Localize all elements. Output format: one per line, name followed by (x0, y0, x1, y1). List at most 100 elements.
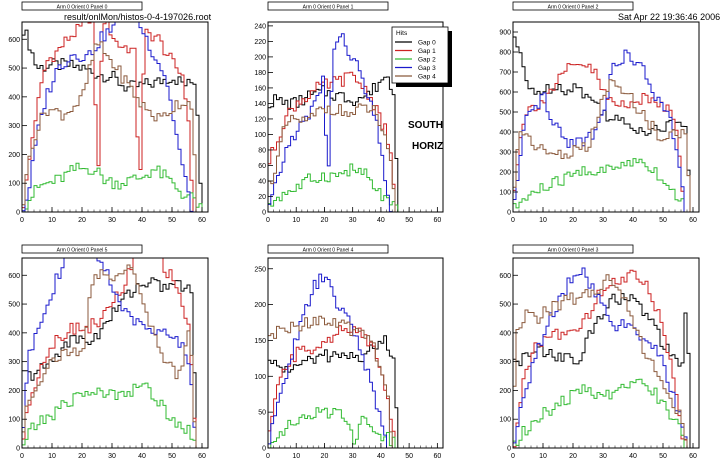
series-gap2 (267, 163, 399, 212)
series-gap2 (22, 162, 208, 213)
y-tick-label: 400 (499, 330, 511, 337)
y-tick-label: 150 (254, 338, 266, 345)
y-tick-label: 600 (8, 37, 20, 44)
x-tick-label: 40 (138, 453, 146, 460)
x-tick-label: 10 (539, 453, 547, 460)
y-tick-label: 100 (8, 181, 20, 188)
x-tick-label: 10 (48, 453, 56, 460)
series-gap4 (512, 274, 699, 449)
legend-title: Hits (396, 30, 408, 37)
panel-1: Arm 0 Orient 0 Panel 1 0 10 20 30 40 50 60 0 20 40… (254, 1, 444, 224)
x-tick-label: 30 (349, 217, 357, 224)
y-tick-label: 900 (499, 30, 511, 37)
panel-5: Arm 0 Orient 0 Panel 30 10 20 30 40 50 6001002… (499, 244, 700, 460)
x-tick-label: 10 (292, 453, 300, 460)
x-tick-label: 50 (405, 453, 413, 460)
y-tick-label: 0 (262, 210, 266, 217)
x-tick-label: 30 (349, 453, 357, 460)
y-tick-label: 500 (8, 66, 20, 73)
y-tick-label: 60 (258, 163, 266, 170)
panel-title: Arm 0 Orient 0 Panel 3 (548, 247, 599, 253)
panel-3: Arm 0 Orient 0 Panel 50 10 20 30 40 50 6001002… (8, 244, 209, 460)
y-tick-label: 700 (499, 70, 511, 77)
panel-title: Arm 0 Orient 0 Panel 4 (303, 247, 354, 253)
series-gap4 (512, 79, 699, 213)
plot-frame (21, 21, 209, 213)
x-tick-label: 60 (198, 453, 206, 460)
y-tick-label: 100 (254, 132, 266, 139)
panel-title: Arm 0 Orient 0 Panel 5 (57, 247, 108, 253)
timestamp-label: Sat Apr 22 19:36:46 2006 (618, 12, 721, 22)
panel-title: Arm 0 Orient 0 Panel 0 (57, 4, 108, 10)
x-tick-label: 0 (20, 217, 24, 224)
y-tick-label: 300 (499, 150, 511, 157)
y-tick-label: 300 (499, 359, 511, 366)
file-path-label: result/onlMon/histos-0-4-197026.root (64, 12, 212, 22)
x-tick-label: 10 (539, 217, 547, 224)
y-tick-label: 600 (499, 90, 511, 97)
x-tick-label: 0 (266, 453, 270, 460)
x-tick-label: 40 (629, 453, 637, 460)
legend-entry-gap1: Gap 1 (418, 48, 436, 55)
series-gap0 (512, 293, 699, 449)
series-gap4 (21, 264, 208, 449)
y-tick-label: 0 (507, 210, 511, 217)
y-tick-label: 180 (254, 70, 266, 77)
panel-title-box: Arm 0 Orient 0 Panel 4 (267, 244, 389, 254)
y-tick-label: 200 (8, 388, 20, 395)
y-tick-label: 200 (254, 54, 266, 61)
x-tick-label: 0 (20, 453, 24, 460)
y-tick-label: 0 (507, 446, 511, 453)
overlay-south-label: SOUTH (408, 120, 443, 131)
y-tick-label: 400 (8, 94, 20, 101)
x-tick-label: 40 (377, 217, 385, 224)
x-tick-label: 0 (266, 217, 270, 224)
series-gap3 (512, 267, 699, 449)
legend-entry-gap3: Gap 3 (418, 65, 436, 72)
panel-title-box: Arm 0 Orient 0 Panel 1 (267, 1, 389, 11)
y-tick-label: 100 (499, 190, 511, 197)
y-tick-label: 0 (262, 446, 266, 453)
y-tick-label: 400 (499, 130, 511, 137)
x-tick-label: 50 (659, 217, 667, 224)
x-tick-label: 30 (108, 453, 116, 460)
x-tick-label: 0 (511, 217, 515, 224)
y-tick-label: 200 (254, 302, 266, 309)
legend-entry-gap2: Gap 2 (418, 56, 436, 63)
y-tick-label: 500 (8, 302, 20, 309)
plot-frame (267, 21, 444, 213)
panel-title-box: Arm 0 Orient 0 Panel 5 (21, 244, 143, 254)
x-tick-label: 40 (377, 453, 385, 460)
y-tick-label: 800 (499, 50, 511, 57)
legend-entry-gap0: Gap 0 (418, 39, 436, 46)
panel-title: Arm 0 Orient 0 Panel 1 (303, 4, 354, 10)
x-tick-label: 20 (569, 217, 577, 224)
x-tick-label: 60 (433, 453, 441, 460)
x-tick-label: 40 (629, 217, 637, 224)
y-tick-label: 400 (8, 330, 20, 337)
x-tick-label: 30 (108, 217, 116, 224)
y-tick-label: 200 (499, 388, 511, 395)
series-gap3 (267, 273, 398, 449)
series-gap3 (21, 21, 208, 213)
y-tick-label: 220 (254, 39, 266, 46)
y-tick-label: 0 (16, 210, 20, 217)
x-tick-label: 20 (321, 217, 329, 224)
y-tick-label: 120 (254, 116, 266, 123)
series-gap2 (268, 407, 398, 449)
series-gap0 (267, 335, 399, 448)
series-gap1 (512, 269, 699, 449)
y-tick-label: 160 (254, 85, 266, 92)
y-tick-label: 240 (254, 23, 266, 30)
x-tick-label: 50 (168, 453, 176, 460)
series-gap2 (512, 378, 699, 449)
y-tick-label: 140 (254, 101, 266, 108)
x-tick-label: 60 (433, 217, 441, 224)
y-tick-label: 600 (499, 273, 511, 280)
panel-4: Arm 0 Orient 0 Panel 4 0 10 20 30 40 50 60 0 50 10… (254, 244, 444, 460)
series-gap4 (21, 41, 208, 213)
x-tick-label: 10 (48, 217, 56, 224)
series-gap2 (21, 382, 208, 449)
plot-frame (512, 257, 700, 449)
